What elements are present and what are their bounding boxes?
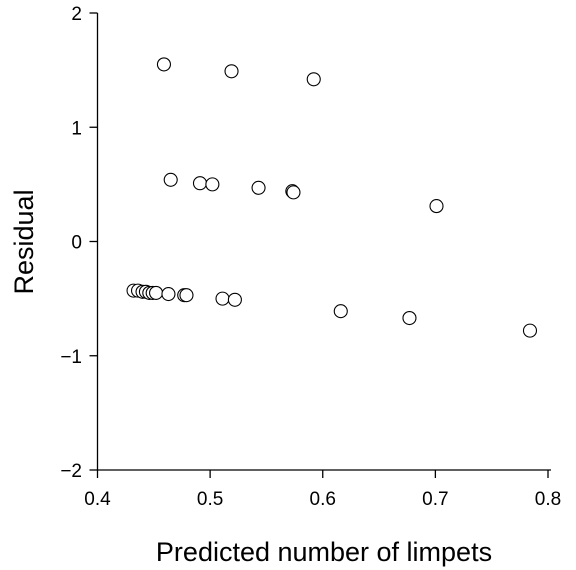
data-point-17 xyxy=(161,287,176,302)
x-tick-label-2: 0.6 xyxy=(310,489,336,510)
y-tick-label-2: 0 xyxy=(71,233,82,254)
data-point-0 xyxy=(156,57,171,72)
axes xyxy=(96,13,551,471)
x-tick-label-3: 0.7 xyxy=(422,489,448,510)
y-axis-title: Residual xyxy=(9,189,39,294)
ticks: 0.4 0.5 0.6 0.7 0.8 −2 −1 0 1 2 xyxy=(60,4,561,510)
y-tick-label-1: −1 xyxy=(60,347,82,368)
data-points xyxy=(126,57,538,338)
x-tick-label-4: 0.8 xyxy=(535,489,561,510)
data-point-16 xyxy=(149,285,164,300)
data-point-21 xyxy=(227,292,242,307)
y-tick-label-0: −2 xyxy=(60,461,82,482)
data-point-24 xyxy=(522,323,538,338)
data-point-5 xyxy=(205,177,220,192)
data-point-23 xyxy=(402,310,417,326)
data-point-22 xyxy=(333,304,348,319)
data-point-6 xyxy=(251,180,266,195)
x-tick-label-0: 0.4 xyxy=(84,489,111,510)
x-axis-title: Predicted number of limpets xyxy=(156,537,492,567)
x-tick-label-1: 0.5 xyxy=(197,489,223,510)
data-point-9 xyxy=(429,199,444,214)
data-point-3 xyxy=(163,172,178,187)
y-tick-label-4: 2 xyxy=(71,4,82,25)
data-point-2 xyxy=(306,72,321,87)
data-point-19 xyxy=(179,288,194,303)
data-point-4 xyxy=(192,176,208,191)
data-point-1 xyxy=(224,64,239,79)
y-tick-label-3: 1 xyxy=(71,118,82,139)
data-point-8 xyxy=(286,185,301,200)
data-point-20 xyxy=(215,291,230,306)
